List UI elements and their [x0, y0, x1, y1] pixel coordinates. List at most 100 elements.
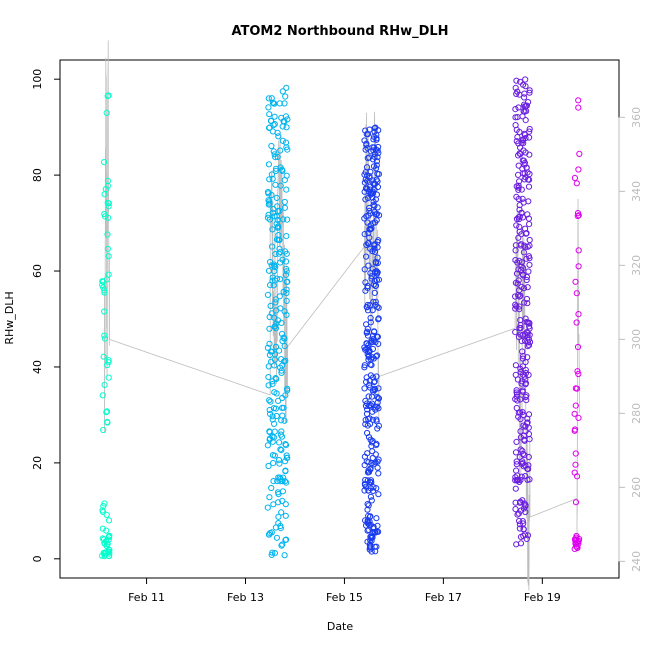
- data-point: [361, 179, 368, 186]
- data-point: [366, 543, 374, 550]
- data-point: [264, 344, 271, 351]
- data-point: [99, 281, 106, 288]
- data-point: [279, 88, 286, 95]
- data-point: [277, 431, 284, 438]
- data-point: [279, 167, 286, 174]
- data-point: [275, 513, 282, 520]
- data-point: [513, 389, 520, 396]
- data-point: [373, 515, 380, 522]
- data-point: [521, 170, 528, 177]
- data-point: [366, 302, 374, 309]
- data-point: [512, 499, 519, 506]
- data-point: [283, 84, 290, 91]
- data-point: [273, 412, 280, 420]
- data-point: [515, 162, 522, 169]
- data-point: [524, 476, 531, 483]
- data-point: [375, 385, 382, 392]
- data-point: [275, 397, 282, 404]
- data-point: [519, 363, 526, 370]
- data-point: [367, 436, 374, 443]
- data-point: [572, 402, 579, 409]
- data-point: [375, 171, 382, 178]
- data-point: [524, 300, 531, 307]
- data-point: [361, 137, 368, 144]
- data-point: [101, 159, 108, 166]
- data-point: [100, 426, 107, 434]
- data-point: [370, 163, 378, 170]
- data-point: [265, 462, 272, 470]
- data-point: [363, 303, 370, 311]
- y2-tick-label: 280: [630, 403, 643, 424]
- data-point: [269, 226, 276, 233]
- data-point: [265, 201, 272, 208]
- data-point: [516, 324, 523, 332]
- data-point: [512, 247, 519, 254]
- data-point: [375, 237, 382, 244]
- data-point: [368, 497, 375, 504]
- data-point: [279, 541, 286, 548]
- data-point: [573, 319, 580, 326]
- data-point: [374, 393, 381, 400]
- data-point: [574, 343, 582, 351]
- data-point: [366, 204, 373, 212]
- data-point: [101, 308, 108, 315]
- data-point: [573, 180, 580, 187]
- data-point: [364, 328, 371, 335]
- data-point: [364, 131, 372, 138]
- y2-tick-label: 360: [630, 107, 643, 128]
- data-point: [281, 417, 288, 424]
- data-point: [366, 546, 373, 553]
- data-point: [364, 332, 371, 339]
- data-point: [273, 375, 280, 383]
- data-point: [373, 416, 380, 423]
- data-point: [572, 461, 579, 468]
- data-point: [523, 164, 530, 171]
- data-point: [283, 289, 290, 297]
- data-point: [575, 104, 582, 111]
- data-point: [104, 199, 111, 206]
- data-point: [275, 317, 282, 324]
- data-point: [264, 504, 271, 511]
- data-point: [277, 164, 284, 171]
- data-point: [269, 438, 276, 445]
- data-point: [284, 216, 291, 223]
- data-point: [371, 328, 378, 335]
- data-point: [575, 263, 582, 270]
- data-point: [375, 276, 382, 283]
- data-point: [365, 212, 372, 219]
- data-point: [375, 491, 382, 498]
- data-point: [283, 124, 290, 131]
- data-point: [275, 520, 282, 527]
- data-point: [364, 155, 371, 162]
- data-point: [367, 314, 374, 322]
- x-tick-label: Feb 11: [128, 591, 165, 604]
- data-point: [265, 95, 272, 102]
- data-point: [271, 213, 278, 220]
- data-point: [276, 293, 283, 300]
- data-point: [373, 176, 380, 183]
- data-point: [275, 474, 282, 481]
- data-point: [273, 534, 280, 541]
- data-point: [265, 267, 273, 274]
- data-point: [518, 473, 525, 480]
- data-point: [365, 502, 372, 509]
- data-point: [374, 244, 381, 251]
- data-point: [375, 470, 382, 477]
- data-point: [271, 420, 278, 427]
- data-point: [271, 121, 278, 128]
- data-point: [522, 174, 529, 181]
- data-point: [376, 212, 383, 219]
- data-point: [266, 406, 273, 414]
- data-point: [368, 273, 375, 280]
- y-tick-label: 0: [31, 555, 44, 562]
- data-point: [375, 394, 382, 401]
- data-point: [283, 452, 290, 459]
- data-point: [264, 442, 271, 449]
- data-point: [523, 276, 530, 284]
- data-point: [265, 161, 272, 168]
- data-point: [370, 201, 377, 208]
- data-point: [372, 338, 379, 346]
- data-point: [278, 509, 285, 516]
- data-point: [513, 193, 520, 200]
- data-point: [365, 239, 372, 246]
